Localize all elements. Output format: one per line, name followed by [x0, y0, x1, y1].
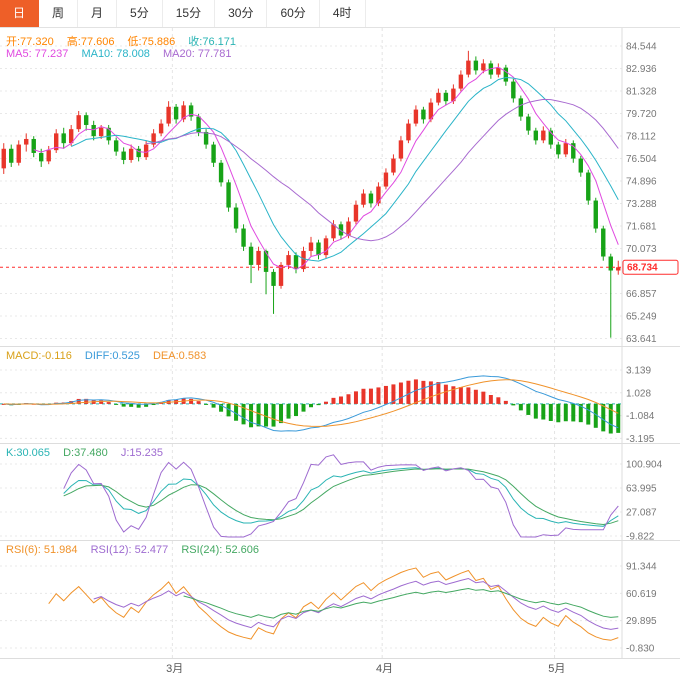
tab-30min[interactable]: 30分: [215, 0, 268, 27]
open-value: 开:77.320: [6, 36, 54, 48]
axis-label: 27.087: [626, 507, 657, 518]
last-price-label: 68.734: [627, 263, 658, 274]
diff-value: DIFF:0.525: [84, 350, 140, 362]
axis-label: 73.288: [626, 199, 657, 210]
axis-label: -9.822: [626, 531, 655, 540]
kdj-panel: K:30.065 D:37.480 J:15.235 100.904 63.995…: [0, 443, 680, 540]
macd-panel: MACD:-0.116 DIFF:0.525 DEA:0.583 3.139 1.…: [0, 346, 680, 443]
axis-label: 79.720: [626, 109, 657, 120]
j-value: J:15.235: [120, 447, 164, 459]
axis-label: 76.504: [626, 154, 657, 165]
tab-15min[interactable]: 15分: [163, 0, 216, 27]
main-chart-panel: 开:77.320 高:77.606 低:75.886 收:76.171 MA5:…: [0, 28, 680, 346]
time-axis: 3月 4月 5月: [0, 658, 680, 673]
axis-label: 70.073: [626, 244, 657, 255]
ma5-value: MA5: 77.237: [6, 48, 69, 60]
candlestick-chart[interactable]: 84.544 82.936 81.328 79.720 78.112 76.504 74.8…: [0, 28, 680, 346]
axis-label: -1.084: [626, 411, 655, 422]
axis-label: 63.995: [626, 483, 657, 494]
axis-label: 91.344: [626, 562, 657, 573]
tab-monthly[interactable]: 月: [78, 0, 118, 27]
high-value: 高:77.606: [66, 36, 115, 48]
ma-readout: MA5: 77.237 MA10: 78.008 MA20: 77.781: [6, 48, 242, 60]
dea-value: DEA:0.583: [152, 350, 207, 362]
month-label: 3月: [166, 663, 184, 673]
macd-chart[interactable]: 3.139 1.028 -1.084 -3.195: [0, 347, 680, 443]
tab-daily[interactable]: 日: [0, 0, 40, 27]
k-value: K:30.065: [6, 447, 51, 459]
macd-readout: MACD:-0.116 DIFF:0.525 DEA:0.583: [6, 350, 216, 362]
axis-label: 1.028: [626, 388, 651, 399]
axis-label: 81.328: [626, 87, 657, 98]
ma10-value: MA10: 78.008: [81, 48, 150, 60]
d-value: D:37.480: [63, 447, 108, 459]
axis-label: 78.112: [626, 132, 656, 143]
axis-label: 3.139: [626, 366, 651, 377]
ma20-value: MA20: 77.781: [163, 48, 232, 60]
rsi-chart[interactable]: 91.344 60.619 29.895 -0.830: [0, 541, 680, 658]
axis-label: 82.936: [626, 64, 657, 75]
tab-60min[interactable]: 60分: [267, 0, 320, 27]
close-value: 收:76.171: [188, 36, 236, 48]
price-badge: [622, 259, 679, 275]
rsi6-value: RSI(6): 51.984: [6, 544, 78, 556]
kdj-chart[interactable]: 100.904 63.995 27.087 -9.822: [0, 444, 680, 540]
timeframe-toolbar: 日 周 月 5分 15分 30分 60分 4时: [0, 0, 680, 28]
kdj-readout: K:30.065 D:37.480 J:15.235: [6, 447, 173, 459]
tab-5min[interactable]: 5分: [117, 0, 163, 27]
month-label: 5月: [548, 663, 566, 673]
axis-label: 84.544: [626, 42, 657, 53]
tab-4hour[interactable]: 4时: [320, 0, 366, 27]
axis-label: 71.681: [626, 221, 657, 232]
axis-label: 63.641: [626, 334, 657, 345]
rsi-readout: RSI(6): 51.984 RSI(12): 52.477 RSI(24): …: [6, 544, 269, 556]
ohlc-readout: 开:77.320 高:77.606 低:75.886 收:76.171: [6, 33, 246, 49]
rsi-panel: RSI(6): 51.984 RSI(12): 52.477 RSI(24): …: [0, 540, 680, 658]
macd-value: MACD:-0.116: [6, 350, 72, 362]
rsi24-value: RSI(24): 52.606: [181, 544, 259, 556]
axis-label: 65.249: [626, 311, 657, 322]
axis-label: 100.904: [626, 460, 663, 471]
axis-label: 60.619: [626, 589, 657, 600]
axis-label: 74.896: [626, 177, 657, 188]
axis-label: -3.195: [626, 434, 655, 443]
axis-label: 29.895: [626, 616, 657, 627]
rsi12-value: RSI(12): 52.477: [90, 544, 169, 556]
axis-label: -0.830: [626, 643, 655, 654]
tab-weekly[interactable]: 周: [39, 0, 79, 27]
axis-label: 66.857: [626, 289, 657, 300]
month-label: 4月: [375, 663, 394, 673]
low-value: 低:75.886: [127, 36, 176, 48]
